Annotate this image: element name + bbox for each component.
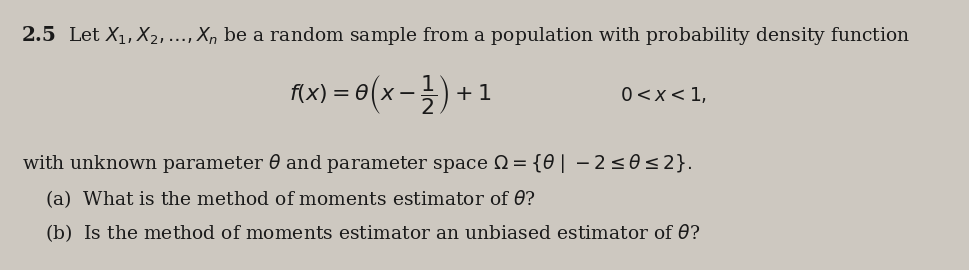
Text: (a)  What is the method of moments estimator of $\theta$?: (a) What is the method of moments estima…: [45, 188, 535, 210]
Text: 2.5: 2.5: [22, 25, 57, 45]
Text: $0 < x < 1,$: $0 < x < 1,$: [619, 85, 706, 105]
Text: $f(x) = \theta\left(x - \dfrac{1}{2}\right) + 1$: $f(x) = \theta\left(x - \dfrac{1}{2}\rig…: [289, 73, 491, 116]
Text: Let $X_1, X_2, \ldots, X_n$ be a random sample from a population with probabilit: Let $X_1, X_2, \ldots, X_n$ be a random …: [68, 25, 909, 47]
Text: (b)  Is the method of moments estimator an unbiased estimator of $\theta$?: (b) Is the method of moments estimator a…: [45, 222, 700, 244]
Text: with unknown parameter $\theta$ and parameter space $\Omega = \{\theta\mid -2 \l: with unknown parameter $\theta$ and para…: [22, 152, 692, 175]
